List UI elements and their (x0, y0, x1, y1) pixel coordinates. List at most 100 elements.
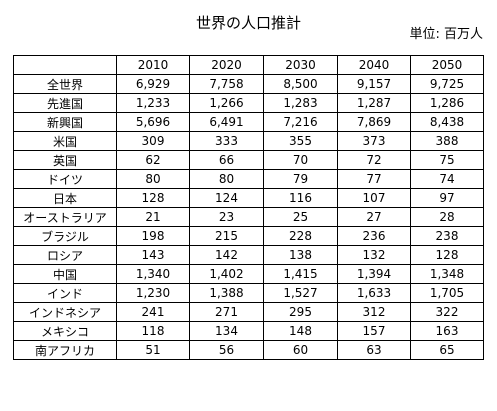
value-cell: 1,283 (263, 93, 338, 113)
value-cell: 27 (337, 207, 411, 227)
row-label-cell: 先進国 (13, 93, 117, 113)
table-row: 米国 309 333 355 373 388 (13, 131, 484, 151)
value-cell: 1,388 (189, 283, 264, 303)
row-label-cell: ドイツ (13, 169, 117, 189)
row-label-cell: 新興国 (13, 112, 117, 132)
row-label-cell: 中国 (13, 264, 117, 284)
value-cell: 1,633 (337, 283, 411, 303)
value-cell: 9,725 (410, 74, 484, 94)
value-cell: 8,500 (263, 74, 338, 94)
header-year-cell: 2020 (189, 55, 264, 75)
row-label-cell: メキシコ (13, 321, 117, 341)
value-cell: 28 (410, 207, 484, 227)
row-label-cell: インド (13, 283, 117, 303)
value-cell: 215 (189, 226, 264, 246)
header-year-cell: 2030 (263, 55, 338, 75)
table-header-row: 2010 2020 2030 2040 2050 (13, 55, 484, 75)
value-cell: 143 (116, 245, 190, 265)
value-cell: 132 (337, 245, 411, 265)
value-cell: 7,216 (263, 112, 338, 132)
value-cell: 75 (410, 150, 484, 170)
value-cell: 228 (263, 226, 338, 246)
table-row: 新興国 5,696 6,491 7,216 7,869 8,438 (13, 112, 484, 132)
value-cell: 238 (410, 226, 484, 246)
value-cell: 1,230 (116, 283, 190, 303)
table-row: ドイツ 80 80 79 77 74 (13, 169, 484, 189)
row-label-cell: 米国 (13, 131, 117, 151)
row-label-cell: オーストラリア (13, 207, 117, 227)
table-row: 南アフリカ 51 56 60 63 65 (13, 340, 484, 360)
population-table-body: 2010 2020 2030 2040 2050 全世界 6,929 7,758 8,… (13, 55, 484, 360)
value-cell: 7,758 (189, 74, 264, 94)
value-cell: 1,233 (116, 93, 190, 113)
value-cell: 312 (337, 302, 411, 322)
row-label-cell: インドネシア (13, 302, 117, 322)
value-cell: 157 (337, 321, 411, 341)
value-cell: 51 (116, 340, 190, 360)
value-cell: 23 (189, 207, 264, 227)
value-cell: 60 (263, 340, 338, 360)
value-cell: 80 (116, 169, 190, 189)
value-cell: 322 (410, 302, 484, 322)
value-cell: 21 (116, 207, 190, 227)
table-row: インド 1,230 1,388 1,527 1,633 1,705 (13, 283, 484, 303)
value-cell: 236 (337, 226, 411, 246)
value-cell: 6,491 (189, 112, 264, 132)
value-cell: 97 (410, 188, 484, 208)
value-cell: 25 (263, 207, 338, 227)
value-cell: 128 (410, 245, 484, 265)
table-row: 日本 128 124 116 107 97 (13, 188, 484, 208)
value-cell: 309 (116, 131, 190, 151)
value-cell: 6,929 (116, 74, 190, 94)
value-cell: 1,286 (410, 93, 484, 113)
value-cell: 388 (410, 131, 484, 151)
unit-label: 単位: 百万人 (409, 27, 483, 42)
table-row: 先進国 1,233 1,266 1,283 1,287 1,286 (13, 93, 484, 113)
value-cell: 1,415 (263, 264, 338, 284)
value-cell: 118 (116, 321, 190, 341)
value-cell: 65 (410, 340, 484, 360)
value-cell: 148 (263, 321, 338, 341)
value-cell: 134 (189, 321, 264, 341)
value-cell: 355 (263, 131, 338, 151)
table-row: ブラジル 198 215 228 236 238 (13, 226, 484, 246)
value-cell: 295 (263, 302, 338, 322)
value-cell: 138 (263, 245, 338, 265)
row-label-cell: ブラジル (13, 226, 117, 246)
value-cell: 79 (263, 169, 338, 189)
header-year-cell: 2010 (116, 55, 190, 75)
value-cell: 7,869 (337, 112, 411, 132)
value-cell: 1,266 (189, 93, 264, 113)
value-cell: 1,705 (410, 283, 484, 303)
table-row: 英国 62 66 70 72 75 (13, 150, 484, 170)
header-year-cell: 2040 (337, 55, 411, 75)
page-title: 世界の人口推計 (195, 14, 301, 32)
row-label-cell: 日本 (13, 188, 117, 208)
value-cell: 124 (189, 188, 264, 208)
table-row: ロシア 143 142 138 132 128 (13, 245, 484, 265)
table-row: 全世界 6,929 7,758 8,500 9,157 9,725 (13, 74, 484, 94)
value-cell: 1,287 (337, 93, 411, 113)
value-cell: 1,402 (189, 264, 264, 284)
value-cell: 74 (410, 169, 484, 189)
row-label-cell: 南アフリカ (13, 340, 117, 360)
value-cell: 128 (116, 188, 190, 208)
value-cell: 1,527 (263, 283, 338, 303)
row-label-cell: 英国 (13, 150, 117, 170)
value-cell: 142 (189, 245, 264, 265)
header-corner-cell (13, 55, 117, 75)
value-cell: 1,348 (410, 264, 484, 284)
row-label-cell: 全世界 (13, 74, 117, 94)
value-cell: 66 (189, 150, 264, 170)
value-cell: 70 (263, 150, 338, 170)
value-cell: 63 (337, 340, 411, 360)
value-cell: 116 (263, 188, 338, 208)
table-row: 中国 1,340 1,402 1,415 1,394 1,348 (13, 264, 484, 284)
value-cell: 72 (337, 150, 411, 170)
value-cell: 9,157 (337, 74, 411, 94)
value-cell: 1,340 (116, 264, 190, 284)
value-cell: 5,696 (116, 112, 190, 132)
population-table: 2010 2020 2030 2040 2050 全世界 6,929 7,758 8,… (13, 55, 484, 360)
value-cell: 77 (337, 169, 411, 189)
value-cell: 1,394 (337, 264, 411, 284)
